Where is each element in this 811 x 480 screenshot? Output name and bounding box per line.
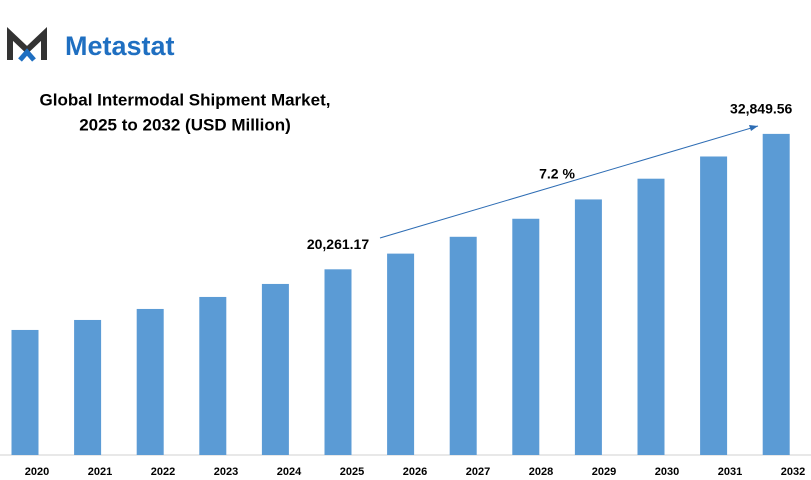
bar	[512, 218, 540, 455]
arrow-head	[749, 125, 758, 131]
bar	[324, 269, 352, 455]
cagr-annotation: 7.2 %	[539, 166, 575, 182]
bar	[449, 236, 477, 455]
logo-icon	[6, 27, 47, 60]
bar	[136, 308, 164, 455]
bar	[261, 283, 289, 455]
bar	[74, 319, 102, 455]
bar	[574, 199, 602, 455]
chart-title: Global Intermodal Shipment Market,	[40, 90, 331, 109]
x-tick-label: 2025	[340, 466, 364, 478]
x-tick-label: 2024	[277, 466, 302, 478]
x-tick-label: 2031	[718, 466, 742, 478]
x-tick-label: 2027	[466, 466, 490, 478]
x-tick-label: 2026	[403, 466, 427, 478]
logo: Metastat	[6, 27, 175, 62]
brand: Metastat	[65, 31, 175, 61]
x-tick-label: 2023	[214, 466, 238, 478]
x-tick-label: 2022	[151, 466, 175, 478]
x-tick-label: 2021	[88, 466, 112, 478]
x-tick-label: 2020	[25, 466, 49, 478]
chart-title: 2025 to 2032 (USD Million)	[79, 115, 291, 134]
x-tick-label: 2032	[781, 466, 805, 478]
logo-accent	[18, 48, 36, 62]
value-label: 20,261.17	[307, 236, 369, 252]
bar	[700, 156, 728, 455]
bar	[11, 329, 39, 455]
trend-arrow	[379, 125, 759, 239]
x-tick-label: 2030	[655, 466, 679, 478]
bar	[199, 296, 227, 455]
bar	[387, 253, 415, 455]
x-tick-label: 2029	[592, 466, 616, 478]
x-tick-label: 2028	[529, 466, 553, 478]
bar	[637, 178, 665, 455]
bar	[762, 133, 790, 455]
value-label: 32,849.56	[730, 101, 792, 117]
